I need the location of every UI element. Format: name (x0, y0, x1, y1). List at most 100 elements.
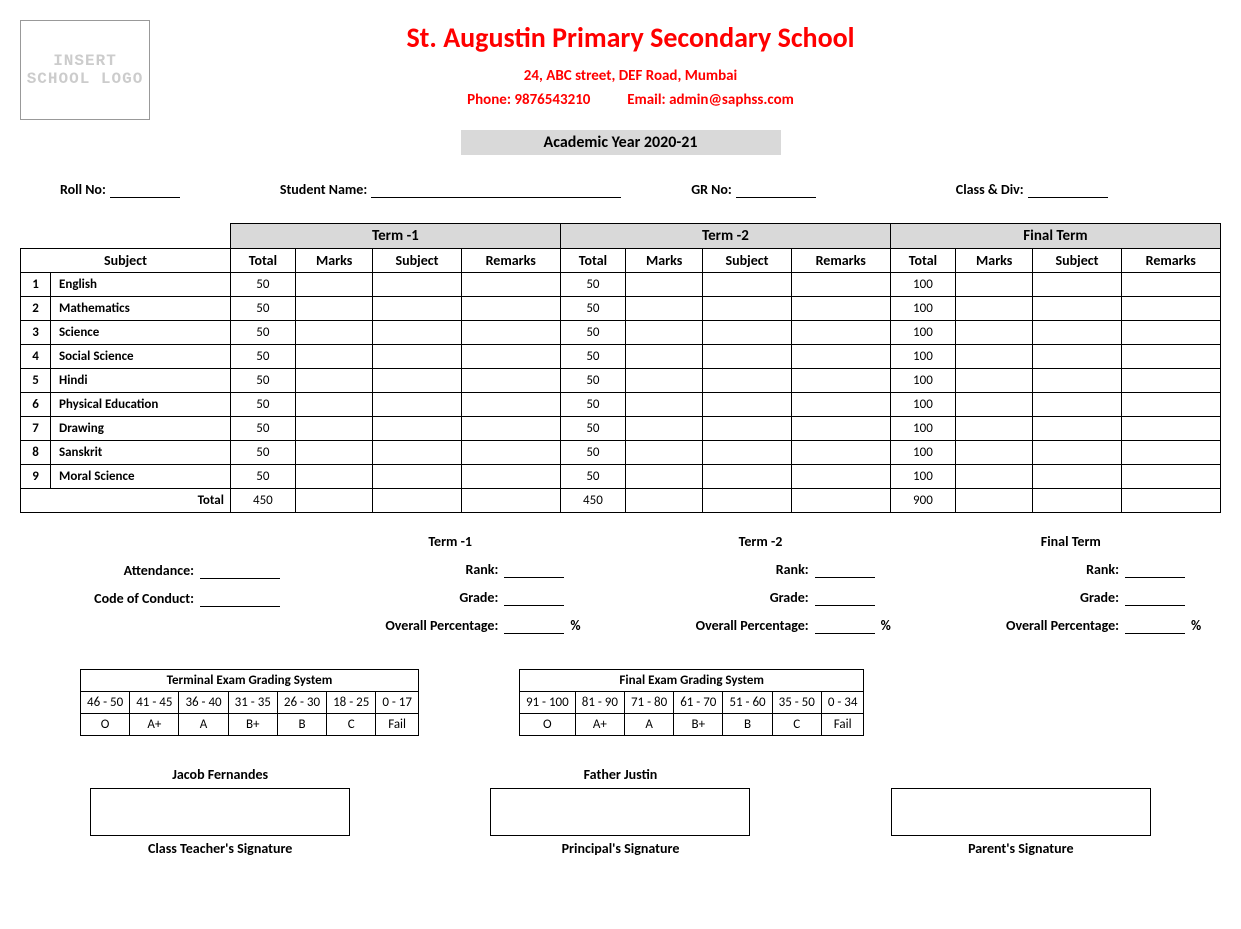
subject-name: Moral Science (51, 465, 231, 489)
subject-name: Mathematics (51, 297, 231, 321)
grade-range: 81 - 90 (575, 692, 624, 714)
table-row: 2Mathematics5050100 (21, 297, 1221, 321)
academic-year: Academic Year 2020-21 (461, 130, 781, 155)
subject-name: Physical Education (51, 393, 231, 417)
subject-name: Science (51, 321, 231, 345)
attendance-value (200, 561, 280, 579)
header-text: St. Augustin Primary Secondary School 24… (170, 20, 1221, 109)
total-label: Total (21, 489, 231, 513)
parent-sign-label: Parent's Signature (891, 840, 1151, 857)
logo-placeholder: INSERT SCHOOL LOGO (20, 20, 150, 120)
grade-range: 71 - 80 (624, 692, 673, 714)
t2-total: 50 (560, 297, 625, 321)
table-row: 3Science5050100 (21, 321, 1221, 345)
t1-total: 50 (230, 273, 295, 297)
summary: Attendance: Code of Conduct: Term -1 Rank… (20, 533, 1221, 644)
col-remarks: Remarks (1121, 249, 1220, 273)
grade-label: B+ (674, 714, 723, 736)
grade-label: C (772, 714, 821, 736)
table-row: 4Social Science5050100 (21, 345, 1221, 369)
subject-header: Subject (21, 249, 231, 273)
ft-grand-total: 900 (890, 489, 955, 513)
t2-total: 50 (560, 441, 625, 465)
term2-header: Term -2 (560, 224, 890, 249)
grade-label: Fail (376, 714, 419, 736)
grade-field: Grade: (931, 588, 1211, 606)
t1-total: 50 (230, 321, 295, 345)
t2-grand-total: 450 (560, 489, 625, 513)
grade-label: B+ (228, 714, 277, 736)
subject-name: Drawing (51, 417, 231, 441)
grade-label: A (624, 714, 673, 736)
row-num: 5 (21, 369, 51, 393)
grade-range: 31 - 35 (228, 692, 277, 714)
t1-total: 50 (230, 393, 295, 417)
t1-total: 50 (230, 345, 295, 369)
subject-name: Social Science (51, 345, 231, 369)
teacher-sign-label: Class Teacher's Signature (90, 840, 350, 857)
grade-label: A+ (130, 714, 179, 736)
t2-total: 50 (560, 345, 625, 369)
t2-total: 50 (560, 393, 625, 417)
summary-term-title: Term -1 (310, 533, 590, 550)
summary-term-title: Term -2 (620, 533, 900, 550)
gr-no-field: GR No: (691, 180, 816, 198)
gr-no-value (736, 180, 816, 198)
conduct-field: Code of Conduct: (30, 589, 280, 607)
ft-total: 100 (890, 273, 955, 297)
row-num: 9 (21, 465, 51, 489)
school-name: St. Augustin Primary Secondary School (170, 20, 1091, 55)
col-subject: Subject (373, 249, 461, 273)
grade-range: 46 - 50 (81, 692, 130, 714)
table-row: 8Sanskrit5050100 (21, 441, 1221, 465)
class-div-label: Class & Div: (956, 181, 1024, 198)
table-row: 7Drawing5050100 (21, 417, 1221, 441)
student-name-field: Student Name: (280, 180, 621, 198)
overall-pct-field: Overall Percentage:% (310, 616, 590, 634)
parent-signature: Parent's Signature (891, 766, 1151, 857)
row-num: 1 (21, 273, 51, 297)
grade-range: 41 - 45 (130, 692, 179, 714)
col-remarks: Remarks (791, 249, 890, 273)
header: INSERT SCHOOL LOGO St. Augustin Primary … (20, 20, 1221, 120)
col-remarks: Remarks (461, 249, 560, 273)
t2-total: 50 (560, 273, 625, 297)
grade-label: A+ (575, 714, 624, 736)
rank-field: Rank: (620, 560, 900, 578)
parent-name (891, 766, 1151, 784)
table-row: 9Moral Science5050100 (21, 465, 1221, 489)
table-row: 6Physical Education5050100 (21, 393, 1221, 417)
grade-range: 26 - 30 (277, 692, 326, 714)
summary-term: Term -2Rank:Grade:Overall Percentage:% (620, 533, 900, 644)
subject-name: Hindi (51, 369, 231, 393)
t2-total: 50 (560, 321, 625, 345)
summary-left: Attendance: Code of Conduct: (30, 533, 280, 644)
grade-field: Grade: (310, 588, 590, 606)
grade-range: 36 - 40 (179, 692, 228, 714)
summary-term-title: Final Term (931, 533, 1211, 550)
attendance-field: Attendance: (30, 561, 280, 579)
teacher-sign-box (90, 788, 350, 836)
principal-name: Father Justin (490, 766, 750, 784)
grade-range: 18 - 25 (327, 692, 376, 714)
ft-total: 100 (890, 369, 955, 393)
rank-field: Rank: (310, 560, 590, 578)
t2-total: 50 (560, 465, 625, 489)
grade-label: C (327, 714, 376, 736)
summary-term: Term -1 Rank: Grade: Overall Percentage:% (310, 533, 590, 644)
school-address: 24, ABC street, DEF Road, Mumbai (170, 67, 1091, 85)
grade-range: 51 - 60 (723, 692, 772, 714)
ft-total: 100 (890, 465, 955, 489)
attendance-label: Attendance: (124, 562, 194, 579)
overall-pct-field: Overall Percentage:% (931, 616, 1211, 634)
terminal-grading-table: Terminal Exam Grading System46 - 5041 - … (80, 669, 419, 736)
class-div-value (1028, 180, 1108, 198)
principal-sign-box (490, 788, 750, 836)
parent-sign-box (891, 788, 1151, 836)
grading-systems: Terminal Exam Grading System46 - 5041 - … (20, 669, 1221, 736)
school-contact: Phone: 9876543210 Email: admin@saphss.co… (170, 91, 1091, 109)
conduct-label: Code of Conduct: (94, 590, 194, 607)
grade-label: Fail (821, 714, 864, 736)
grade-field: Grade: (620, 588, 900, 606)
ft-total: 100 (890, 393, 955, 417)
